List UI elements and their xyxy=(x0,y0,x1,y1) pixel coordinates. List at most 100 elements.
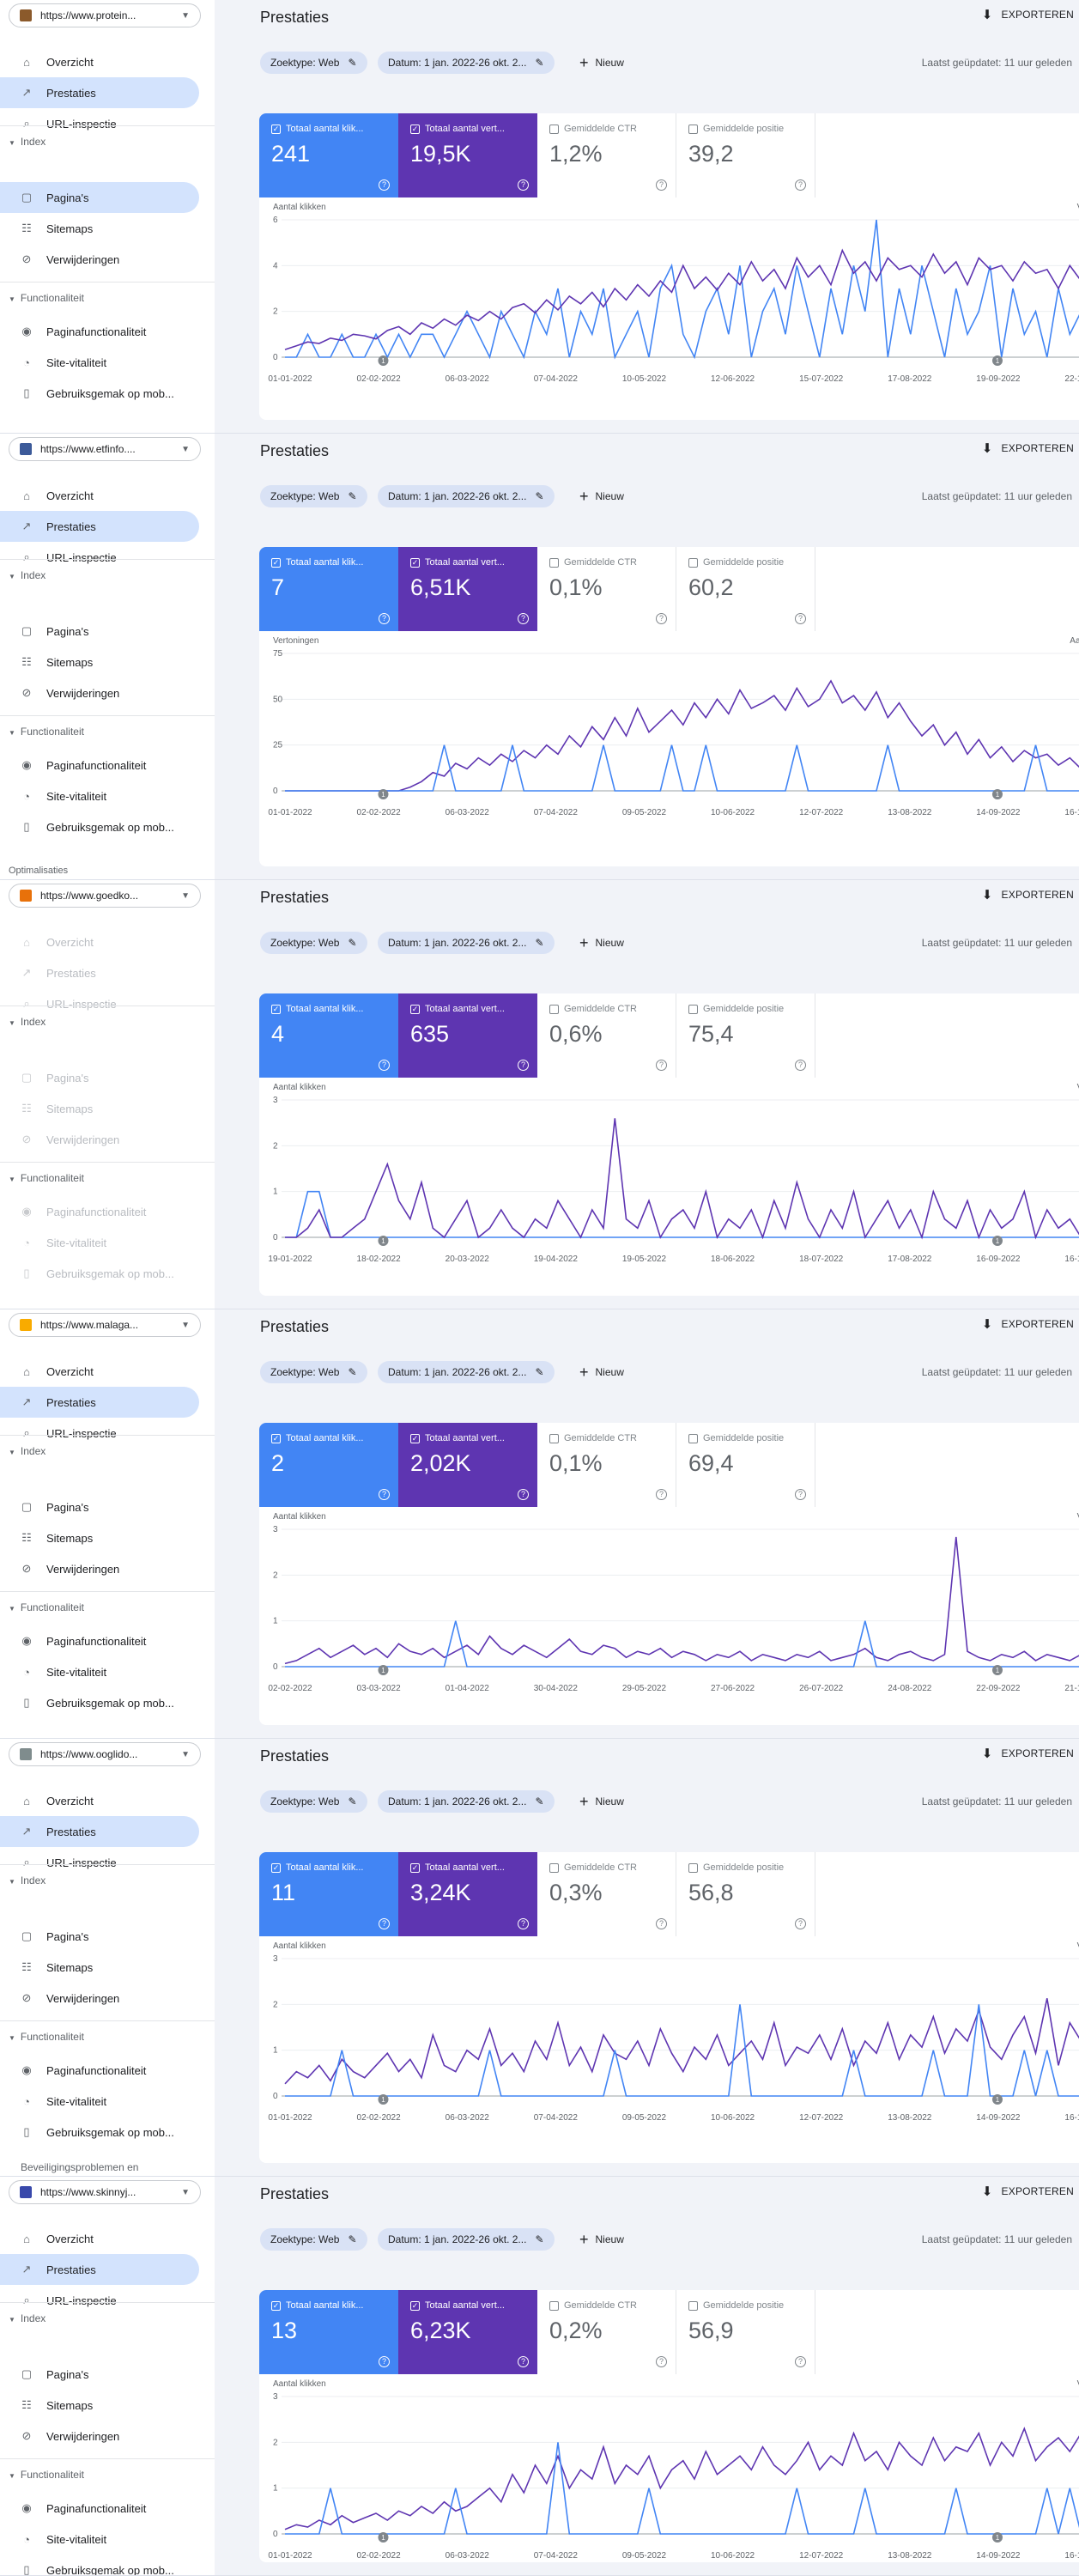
checkbox[interactable]: ✓ xyxy=(271,124,281,134)
section-functionality[interactable]: ▼ Functionaliteit xyxy=(9,1601,84,1613)
metric-tile-impressions[interactable]: ✓ Totaal aantal vert... 3,24K? xyxy=(398,1852,537,1936)
sidebar-item-url-inspection[interactable]: ⌕ URL-inspectie xyxy=(0,542,199,573)
metric-tile-clicks[interactable]: ✓ Totaal aantal klik... 2? xyxy=(259,1423,398,1507)
checkbox[interactable]: ✓ xyxy=(271,2300,281,2311)
annotation-marker[interactable] xyxy=(991,1236,1003,1246)
export-button[interactable]: ⬇ EXPORTEREN xyxy=(982,7,1074,22)
help-icon[interactable]: ? xyxy=(518,1918,529,1929)
help-icon[interactable]: ? xyxy=(656,1918,667,1929)
metric-tile-impressions[interactable]: ✓ Totaal aantal vert... 6,51K? xyxy=(398,547,537,631)
export-button[interactable]: ⬇ EXPORTEREN xyxy=(982,2184,1074,2199)
help-icon[interactable]: ? xyxy=(518,1489,529,1500)
section-index[interactable]: ▼ Index xyxy=(9,569,45,581)
section-security[interactable]: Beveiligingsproblemen en xyxy=(21,2161,139,2173)
performance-chart[interactable]: Aantal klikkenVertoningen00152103151119-… xyxy=(259,1083,1079,1282)
metric-tile-ctr[interactable]: Gemiddelde CTR 1,2%? xyxy=(537,113,676,197)
sidebar-item-url-inspection[interactable]: ⌕ URL-inspectie xyxy=(0,1847,199,1878)
annotation-marker[interactable] xyxy=(378,355,389,366)
sidebar-item-page-functionality[interactable]: ◉ Paginafunctionaliteit xyxy=(0,316,199,347)
sidebar-item-mobile[interactable]: ▯ Gebruiksgemak op mob... xyxy=(0,1687,199,1718)
section-index[interactable]: ▼ Index xyxy=(9,136,45,148)
sidebar-item-page-functionality[interactable]: ◉ Paginafunctionaliteit xyxy=(0,2493,199,2524)
help-icon[interactable]: ? xyxy=(656,613,667,624)
annotation-marker[interactable] xyxy=(991,1665,1003,1675)
help-icon[interactable]: ? xyxy=(379,2356,390,2367)
sidebar-item-removals[interactable]: ⊘ Verwijderingen xyxy=(0,244,199,275)
sidebar-item-mobile[interactable]: ▯ Gebruiksgemak op mob... xyxy=(0,811,199,842)
help-icon[interactable]: ? xyxy=(518,2356,529,2367)
sidebar-item-performance[interactable]: ↗ Prestaties xyxy=(0,77,199,108)
help-icon[interactable]: ? xyxy=(795,1918,806,1929)
help-icon[interactable]: ? xyxy=(656,2356,667,2367)
metric-tile-impressions[interactable]: ✓ Totaal aantal vert... 635? xyxy=(398,993,537,1078)
help-icon[interactable]: ? xyxy=(795,1489,806,1500)
section-optimizations[interactable]: Optimalisaties xyxy=(9,866,69,876)
sidebar-item-removals[interactable]: ⊘ Verwijderingen xyxy=(0,1124,199,1155)
property-selector[interactable]: https://www.protein... ▼ xyxy=(9,3,201,27)
metric-tile-impressions[interactable]: ✓ Totaal aantal vert... 19,5K? xyxy=(398,113,537,197)
sidebar-item-performance[interactable]: ↗ Prestaties xyxy=(0,957,199,988)
filter-chip-search-type[interactable]: Zoektype: Web ✎ xyxy=(260,485,367,507)
help-icon[interactable]: ? xyxy=(518,1060,529,1071)
checkbox[interactable]: ✓ xyxy=(410,2300,420,2311)
checkbox[interactable] xyxy=(549,2300,559,2311)
sidebar-item-overview[interactable]: ⌂ Overzicht xyxy=(0,480,199,511)
checkbox[interactable]: ✓ xyxy=(410,1433,420,1443)
metric-tile-position[interactable]: Gemiddelde positie 69,4? xyxy=(676,1423,815,1507)
filter-chip-search-type[interactable]: Zoektype: Web ✎ xyxy=(260,2228,367,2251)
checkbox[interactable] xyxy=(549,1004,559,1014)
sidebar-item-pages[interactable]: ▢ Pagina's xyxy=(0,616,199,647)
add-filter-button[interactable]: + Nieuw xyxy=(579,1361,624,1383)
section-index[interactable]: ▼ Index xyxy=(9,1016,45,1028)
filter-chip-date[interactable]: Datum: 1 jan. 2022-26 okt. 2... ✎ xyxy=(378,2228,555,2251)
checkbox[interactable]: ✓ xyxy=(410,1862,420,1873)
annotation-marker[interactable] xyxy=(378,1665,389,1675)
metric-tile-ctr[interactable]: Gemiddelde CTR 0,6%? xyxy=(537,993,676,1078)
section-functionality[interactable]: ▼ Functionaliteit xyxy=(9,726,84,738)
property-selector[interactable]: https://www.etfinfo.... ▼ xyxy=(9,437,201,461)
sidebar-item-pages[interactable]: ▢ Pagina's xyxy=(0,1062,199,1093)
checkbox[interactable] xyxy=(688,124,698,134)
annotation-marker[interactable] xyxy=(378,789,389,799)
checkbox[interactable] xyxy=(688,1433,698,1443)
annotation-marker[interactable] xyxy=(991,2094,1003,2105)
filter-chip-date[interactable]: Datum: 1 jan. 2022-26 okt. 2... ✎ xyxy=(378,485,555,507)
checkbox[interactable] xyxy=(549,557,559,568)
sidebar-item-pages[interactable]: ▢ Pagina's xyxy=(0,1492,199,1522)
filter-chip-date[interactable]: Datum: 1 jan. 2022-26 okt. 2... ✎ xyxy=(378,932,555,954)
sidebar-item-site-vitality[interactable]: ◔ Site-vitaliteit xyxy=(0,2524,199,2555)
add-filter-button[interactable]: + Nieuw xyxy=(579,485,624,507)
sidebar-item-mobile[interactable]: ▯ Gebruiksgemak op mob... xyxy=(0,2117,199,2148)
sidebar-item-site-vitality[interactable]: ◔ Site-vitaliteit xyxy=(0,2086,199,2117)
sidebar-item-url-inspection[interactable]: ⌕ URL-inspectie xyxy=(0,108,199,139)
performance-chart[interactable]: Aantal klikkenVertoningen001302603901102… xyxy=(259,1512,1079,1711)
performance-chart[interactable]: Aantal klikkenVertoningen001202403601101… xyxy=(259,2379,1079,2576)
filter-chip-search-type[interactable]: Zoektype: Web ✎ xyxy=(260,1361,367,1383)
filter-chip-date[interactable]: Datum: 1 jan. 2022-26 okt. 2... ✎ xyxy=(378,52,555,74)
metric-tile-ctr[interactable]: Gemiddelde CTR 0,1%? xyxy=(537,1423,676,1507)
sidebar-item-sitemaps[interactable]: ☷ Sitemaps xyxy=(0,213,199,244)
checkbox[interactable]: ✓ xyxy=(410,557,420,568)
metric-tile-position[interactable]: Gemiddelde positie 75,4? xyxy=(676,993,815,1078)
help-icon[interactable]: ? xyxy=(518,613,529,624)
sidebar-item-pages[interactable]: ▢ Pagina's xyxy=(0,182,199,213)
sidebar-item-overview[interactable]: ⌂ Overzicht xyxy=(0,1356,199,1387)
sidebar-item-sitemaps[interactable]: ☷ Sitemaps xyxy=(0,1952,199,1983)
metric-tile-ctr[interactable]: Gemiddelde CTR 0,2%? xyxy=(537,2290,676,2374)
performance-chart[interactable]: Aantal klikkenVertoningen001152303451101… xyxy=(259,1941,1079,2141)
sidebar-item-pages[interactable]: ▢ Pagina's xyxy=(0,1921,199,1952)
property-selector[interactable]: https://www.goedko... ▼ xyxy=(9,884,201,908)
help-icon[interactable]: ? xyxy=(795,179,806,191)
help-icon[interactable]: ? xyxy=(379,613,390,624)
filter-chip-date[interactable]: Datum: 1 jan. 2022-26 okt. 2... ✎ xyxy=(378,1361,555,1383)
checkbox[interactable] xyxy=(688,557,698,568)
sidebar-item-removals[interactable]: ⊘ Verwijderingen xyxy=(0,677,199,708)
checkbox[interactable]: ✓ xyxy=(410,1004,420,1014)
metric-tile-clicks[interactable]: ✓ Totaal aantal klik... 13? xyxy=(259,2290,398,2374)
sidebar-item-sitemaps[interactable]: ☷ Sitemaps xyxy=(0,2390,199,2421)
metric-tile-position[interactable]: Gemiddelde positie 39,2? xyxy=(676,113,815,197)
metric-tile-impressions[interactable]: ✓ Totaal aantal vert... 2,02K? xyxy=(398,1423,537,1507)
sidebar-item-page-functionality[interactable]: ◉ Paginafunctionaliteit xyxy=(0,2055,199,2086)
sidebar-item-page-functionality[interactable]: ◉ Paginafunctionaliteit xyxy=(0,1625,199,1656)
metric-tile-clicks[interactable]: ✓ Totaal aantal klik... 7? xyxy=(259,547,398,631)
